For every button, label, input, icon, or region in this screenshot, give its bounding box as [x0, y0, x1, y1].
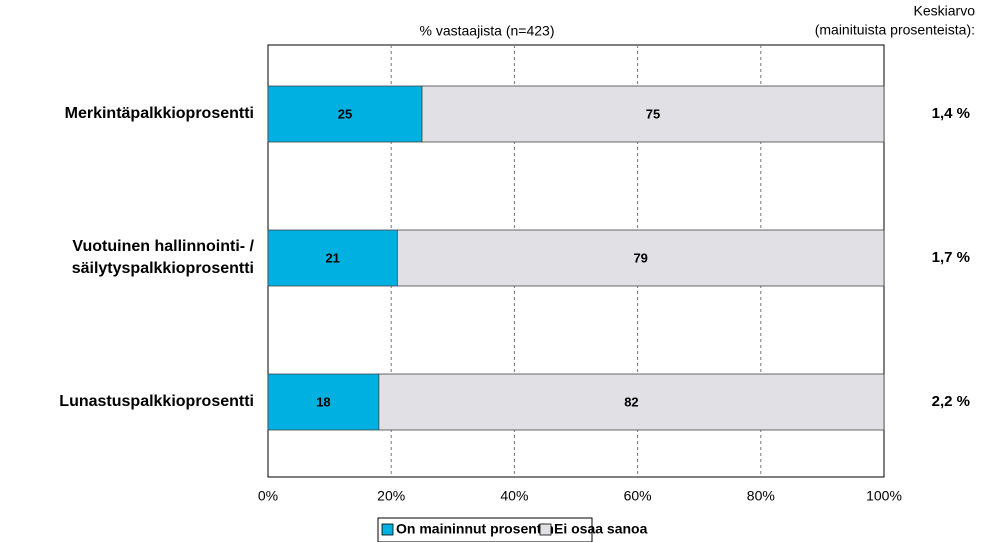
side-value: 2,2 %: [932, 393, 970, 410]
category-label: Lunastuspalkkioprosentti: [59, 393, 254, 410]
x-tick-label: 40%: [500, 488, 528, 504]
x-tick-label: 80%: [747, 488, 775, 504]
data-label: 21: [325, 250, 339, 265]
side-value: 1,7 %: [932, 249, 970, 266]
chart-title: % vastaajista (n=423): [419, 23, 554, 39]
side-header: Keskiarvo: [914, 3, 976, 19]
side-value: 1,4 %: [932, 105, 970, 122]
x-tick-label: 20%: [377, 488, 405, 504]
data-label: 25: [338, 106, 352, 121]
category-label: Merkintäpalkkioprosentti: [64, 105, 254, 122]
bar-segment: [267, 373, 380, 431]
bar-segment: [421, 85, 885, 143]
legend-label: On maininnut prosentin: [396, 521, 554, 537]
legend-box: [377, 517, 593, 542]
category-label: Vuotuinen hallinnointi- / säilytyspalkki…: [71, 238, 254, 277]
data-label: 82: [624, 394, 638, 409]
legend-swatch: [539, 523, 552, 536]
legend-swatch: [381, 523, 394, 536]
bar-segment: [378, 373, 885, 431]
bar-segment: [267, 85, 423, 143]
data-label: 18: [316, 394, 330, 409]
data-label: 75: [646, 106, 660, 121]
bar-segment: [267, 229, 398, 287]
x-tick-label: 60%: [624, 488, 652, 504]
side-header: (mainituista prosenteista):: [815, 22, 975, 38]
x-tick-label: 100%: [866, 488, 902, 504]
bar-segment: [396, 229, 885, 287]
x-tick-label: 0%: [258, 488, 278, 504]
legend-label: Ei osaa sanoa: [554, 521, 648, 537]
data-label: 79: [633, 250, 647, 265]
